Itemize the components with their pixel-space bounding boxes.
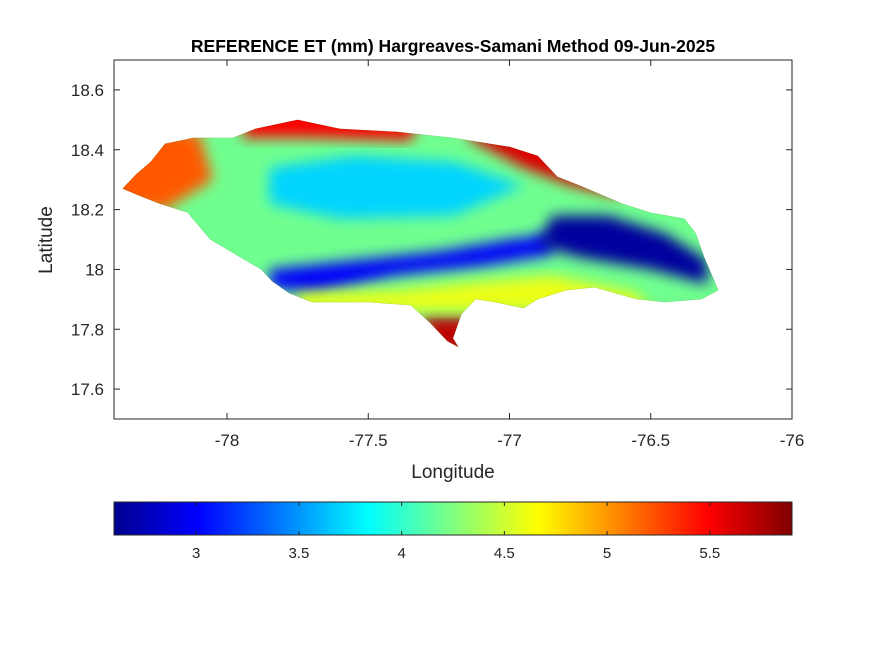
x-tick-label: -78: [215, 431, 240, 450]
colorbar: 3 3.5 4 4.5 5 5.5: [113, 501, 793, 562]
x-tick-label: -76: [780, 431, 805, 450]
colorbar-tick-label: 3.5: [288, 545, 309, 562]
colorbar-tick-label: 5.5: [699, 545, 720, 562]
colorbar-tick-label: 4: [397, 545, 405, 562]
colorbar-tick-label: 3: [192, 545, 200, 562]
field-band: [269, 155, 524, 219]
y-axis-ticks: 17.6 17.8 18 18.2 18.4 18.6: [71, 81, 792, 399]
x-tick-label: -77: [497, 431, 522, 450]
y-axis-label: Latitude: [36, 206, 57, 274]
x-tick-label: -76.5: [631, 431, 670, 450]
x-tick-label: -77.5: [349, 431, 388, 450]
colorbar-tick-label: 5: [603, 545, 611, 562]
x-axis-label: Longitude: [411, 462, 494, 483]
field-band: [269, 233, 552, 294]
plot-area: -78 -77.5 -77 -76.5 -76 17.6 17.8 18 18.2 18.4 18…: [71, 59, 805, 450]
colorbar-tick-label: 4.5: [494, 545, 515, 562]
chart-title: REFERENCE ET (mm) Hargreaves-Samani Meth…: [191, 36, 715, 56]
y-tick-label: 18.6: [71, 81, 104, 100]
y-tick-label: 17.8: [71, 320, 104, 339]
field-band: [537, 215, 708, 285]
x-axis-ticks: -78 -77.5 -77 -76.5 -76: [215, 60, 805, 450]
y-tick-label: 18.4: [71, 141, 104, 160]
y-tick-label: 18: [85, 260, 104, 279]
y-tick-label: 18.2: [71, 201, 104, 220]
y-tick-label: 17.6: [71, 380, 104, 399]
colorbar-gradient: [113, 501, 793, 536]
colorbar-ticks: 3 3.5 4 4.5 5 5.5: [192, 502, 720, 562]
